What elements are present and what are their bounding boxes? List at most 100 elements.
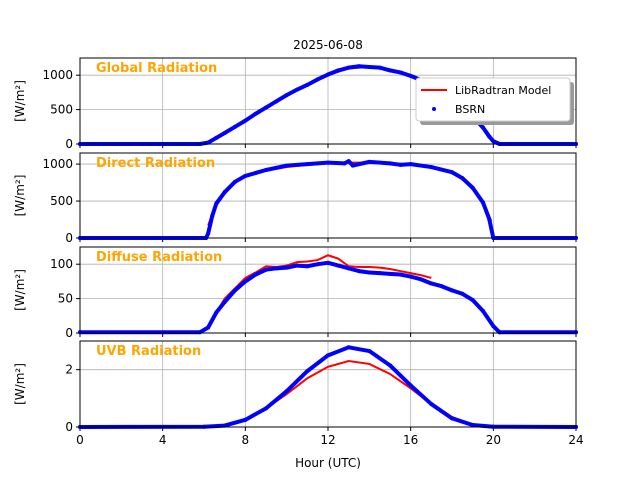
- bsrn-point: [470, 297, 475, 302]
- bsrn-point: [450, 288, 454, 293]
- bsrn-point: [419, 277, 423, 282]
- bsrn-point: [264, 406, 268, 411]
- bsrn-point: [206, 325, 211, 330]
- bsrn-point: [470, 185, 475, 190]
- bsrn-point: [398, 272, 403, 277]
- bsrn-point: [487, 216, 492, 221]
- figure-title: 2025-06-08: [293, 38, 363, 52]
- bsrn-point: [214, 135, 219, 140]
- bsrn-point: [388, 161, 392, 166]
- bsrn-point: [367, 159, 372, 164]
- bsrn-point: [243, 417, 248, 422]
- bsrn-point: [481, 200, 485, 205]
- bsrn-point: [206, 231, 211, 236]
- bsrn-point: [346, 159, 351, 164]
- bsrn-point: [408, 274, 413, 279]
- panel-title: UVB Radiation: [96, 344, 201, 359]
- bsrn-point: [233, 124, 237, 129]
- bsrn-point: [388, 68, 392, 73]
- y-tick-label: 500: [50, 194, 73, 208]
- bsrn-point: [315, 77, 320, 82]
- bsrn-point: [408, 383, 413, 388]
- x-tick-label: 8: [242, 433, 250, 447]
- x-tick-label: 12: [320, 433, 335, 447]
- bsrn-point: [429, 165, 434, 170]
- y-tick-label: 500: [50, 103, 73, 117]
- bsrn-point: [439, 284, 444, 289]
- bsrn-point: [346, 266, 351, 271]
- bsrn-point: [305, 264, 310, 269]
- bsrn-point: [429, 402, 434, 407]
- legend-model-label: LibRadtran Model: [455, 84, 551, 97]
- bsrn-point: [305, 82, 310, 87]
- bsrn-point: [491, 324, 496, 329]
- bsrn-point: [243, 279, 248, 284]
- bsrn-point: [243, 173, 248, 178]
- bsrn-point: [497, 330, 502, 335]
- legend: LibRadtran Model BSRN: [415, 77, 574, 125]
- bsrn-point: [346, 345, 351, 350]
- bsrn-point: [342, 161, 347, 166]
- bsrn-point: [487, 134, 492, 139]
- bsrn-point: [284, 389, 289, 394]
- bsrn-point: [243, 118, 248, 123]
- bsrn-point: [357, 269, 361, 274]
- bsrn-point: [233, 179, 237, 184]
- bsrn-point: [284, 163, 289, 168]
- bsrn-point: [377, 271, 382, 276]
- panel-title: Global Radiation: [96, 61, 217, 76]
- bsrn-point: [284, 93, 289, 98]
- x-tick-label: 20: [486, 433, 501, 447]
- bsrn-point: [408, 73, 413, 78]
- bsrn-point: [274, 266, 279, 271]
- y-tick-label: 0: [65, 137, 73, 151]
- bsrn-point: [336, 263, 341, 268]
- bsrn-point: [481, 125, 485, 130]
- panel-frame: [79, 246, 577, 334]
- panel-3: 0 2 UVB Radiation [W/m²] 0 4 8 12 16 20 24 Hour (UT…: [13, 340, 584, 470]
- bsrn-point: [295, 263, 299, 268]
- bsrn-point: [336, 68, 341, 73]
- panel-2: 0 50 100 Diffuse Radiation [W/m²]: [13, 246, 578, 340]
- bsrn-point: [326, 353, 330, 358]
- bsrn-point: [346, 65, 351, 70]
- panel-1: 0 500 1000 Direct Radiation [W/m²]: [13, 152, 578, 245]
- y-tick-label: 0: [65, 231, 73, 245]
- bsrn-point: [305, 162, 310, 167]
- bsrn-point: [398, 70, 403, 75]
- bsrn-point: [253, 170, 258, 175]
- x-tick-label: 24: [568, 433, 583, 447]
- bsrn-point: [491, 139, 496, 144]
- bsrn-point: [197, 330, 202, 335]
- bsrn-point: [284, 265, 289, 270]
- bsrn-point: [274, 99, 279, 104]
- bsrn-point: [450, 170, 454, 175]
- legend-bsrn-label: BSRN: [455, 103, 485, 116]
- y-tick-label: 2: [65, 363, 73, 377]
- y-axis-label: [W/m²]: [13, 80, 27, 122]
- bsrn-point: [326, 72, 330, 77]
- bsrn-point: [388, 271, 392, 276]
- bsrn-point: [481, 308, 485, 313]
- y-tick-label: 0: [65, 326, 73, 340]
- bsrn-point: [470, 422, 475, 427]
- bsrn-point: [214, 310, 219, 315]
- bsrn-point: [350, 163, 355, 168]
- panel-title: Direct Radiation: [96, 156, 215, 171]
- legend-bsrn-swatch: [432, 107, 436, 111]
- panel-frame: [79, 152, 577, 239]
- y-tick-label: 1000: [42, 157, 73, 171]
- bsrn-point: [388, 363, 392, 368]
- bsrn-point: [233, 288, 237, 293]
- x-tick-label: 16: [403, 433, 418, 447]
- bsrn-point: [264, 267, 268, 272]
- bsrn-point: [377, 65, 382, 70]
- x-tick-label: 4: [159, 433, 167, 447]
- bsrn-point: [264, 105, 268, 110]
- panel-title: Diffuse Radiation: [96, 250, 222, 265]
- y-tick-label: 0: [65, 420, 73, 434]
- x-axis-label: Hour (UTC): [295, 456, 361, 470]
- bsrn-point: [367, 64, 372, 69]
